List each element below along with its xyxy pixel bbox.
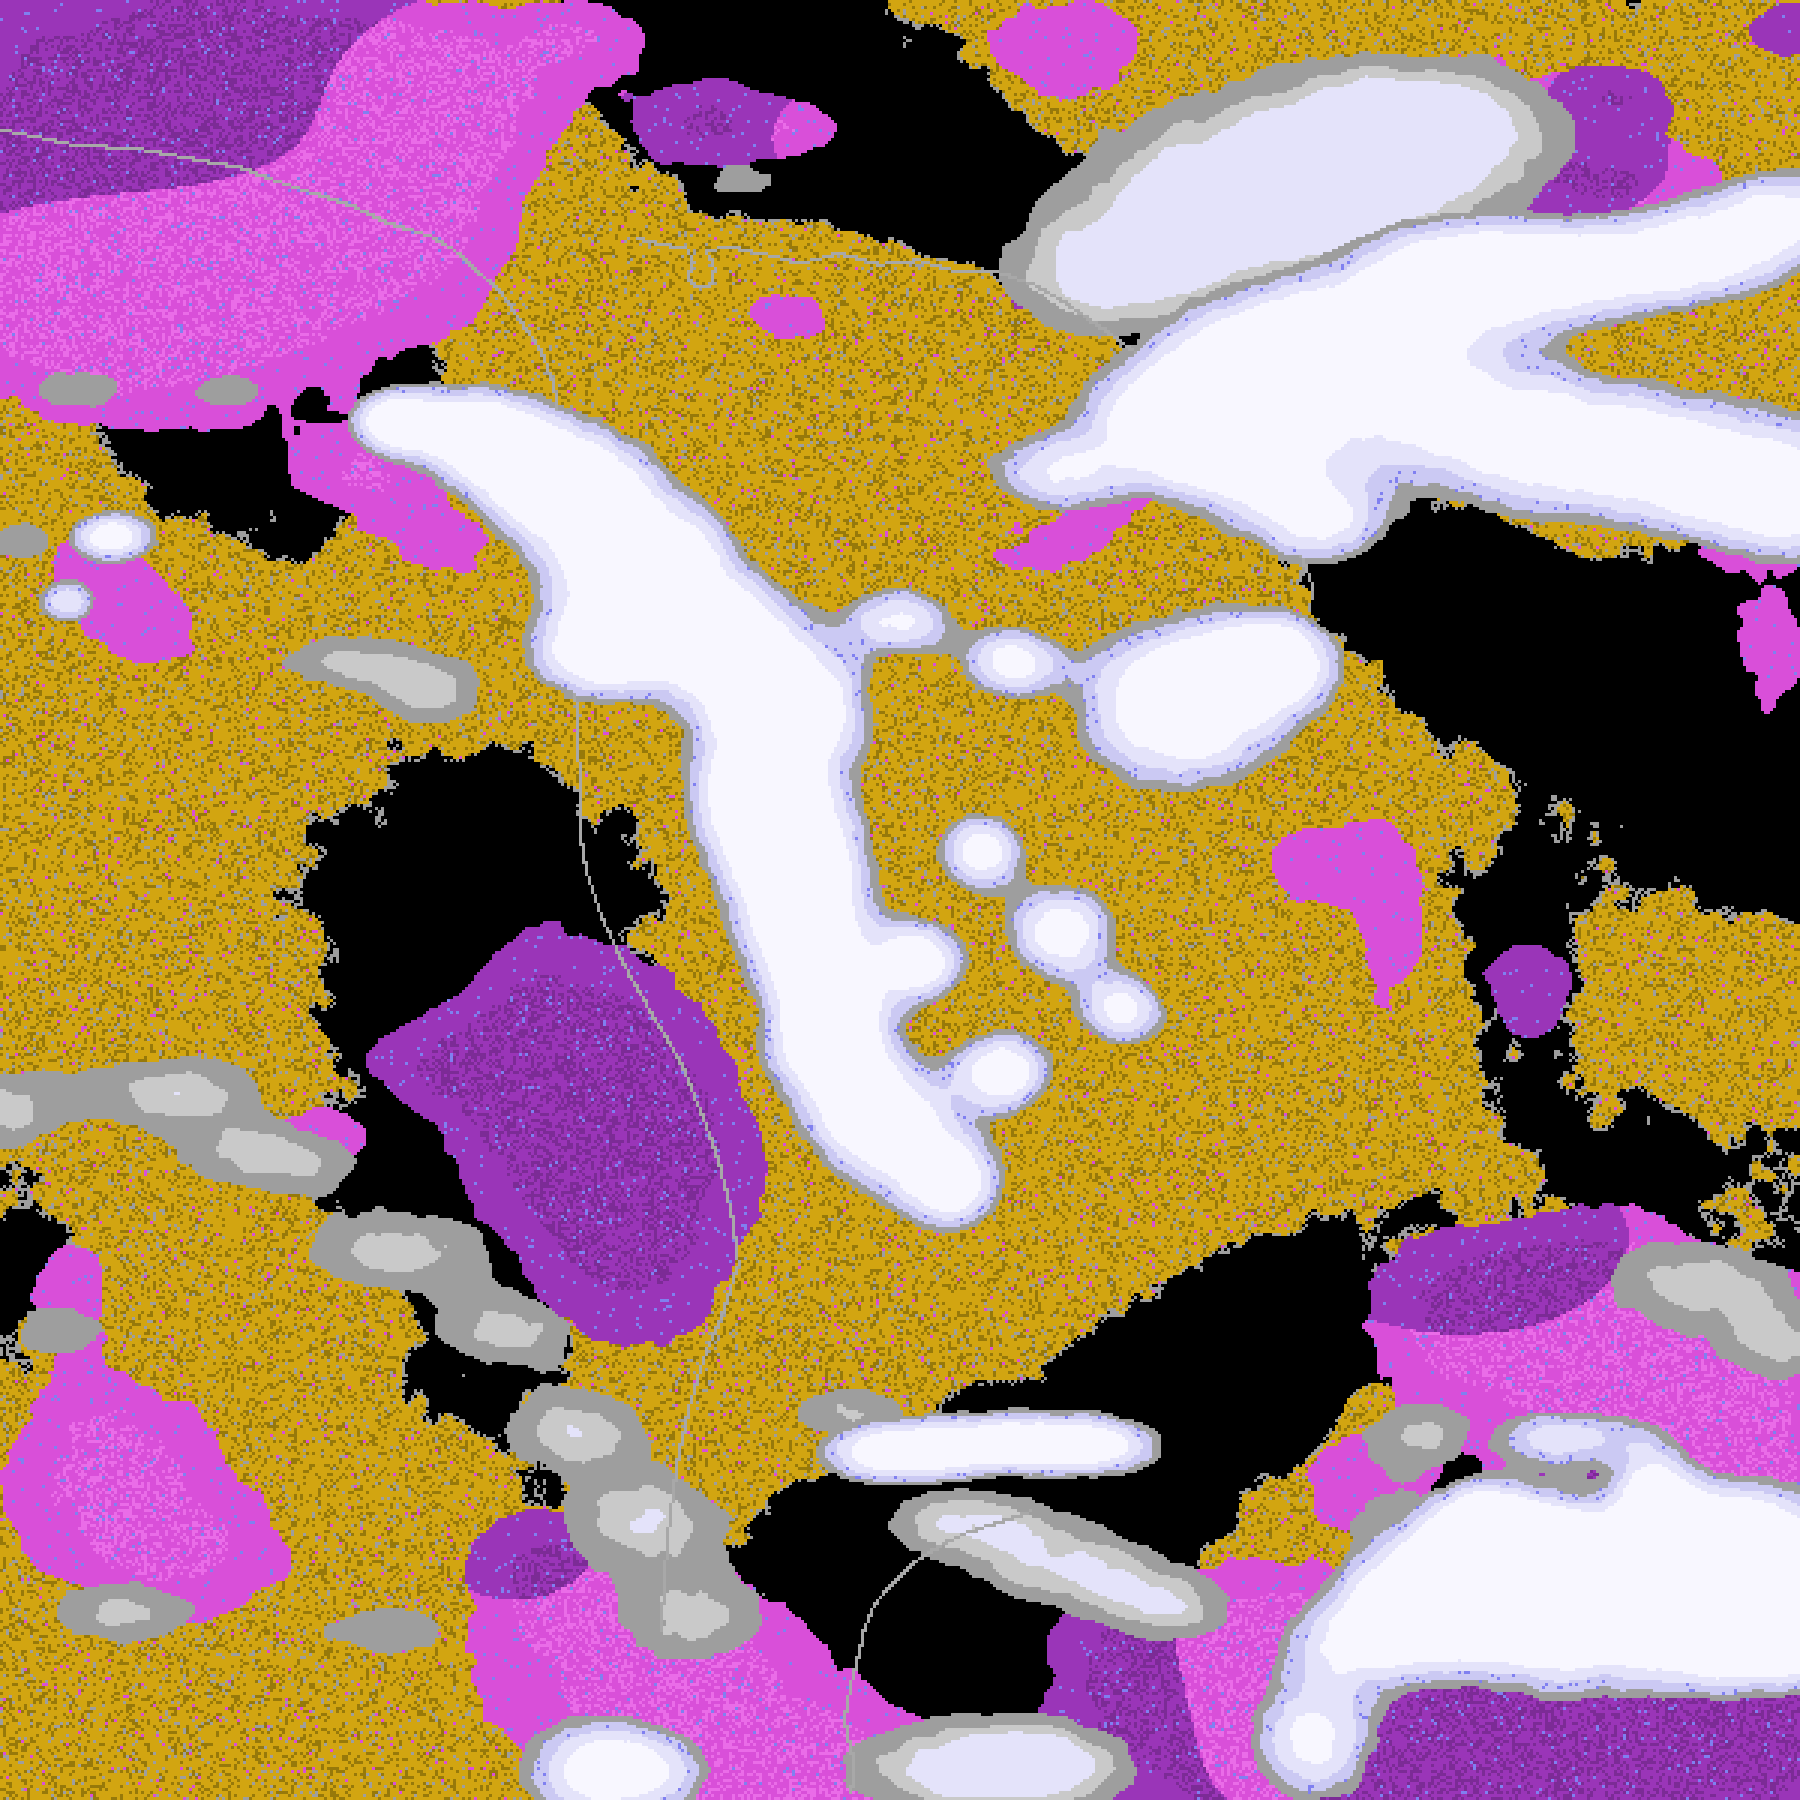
satellite-image-viewport	[0, 0, 1800, 1800]
satellite-false-color-image	[0, 0, 1800, 1800]
